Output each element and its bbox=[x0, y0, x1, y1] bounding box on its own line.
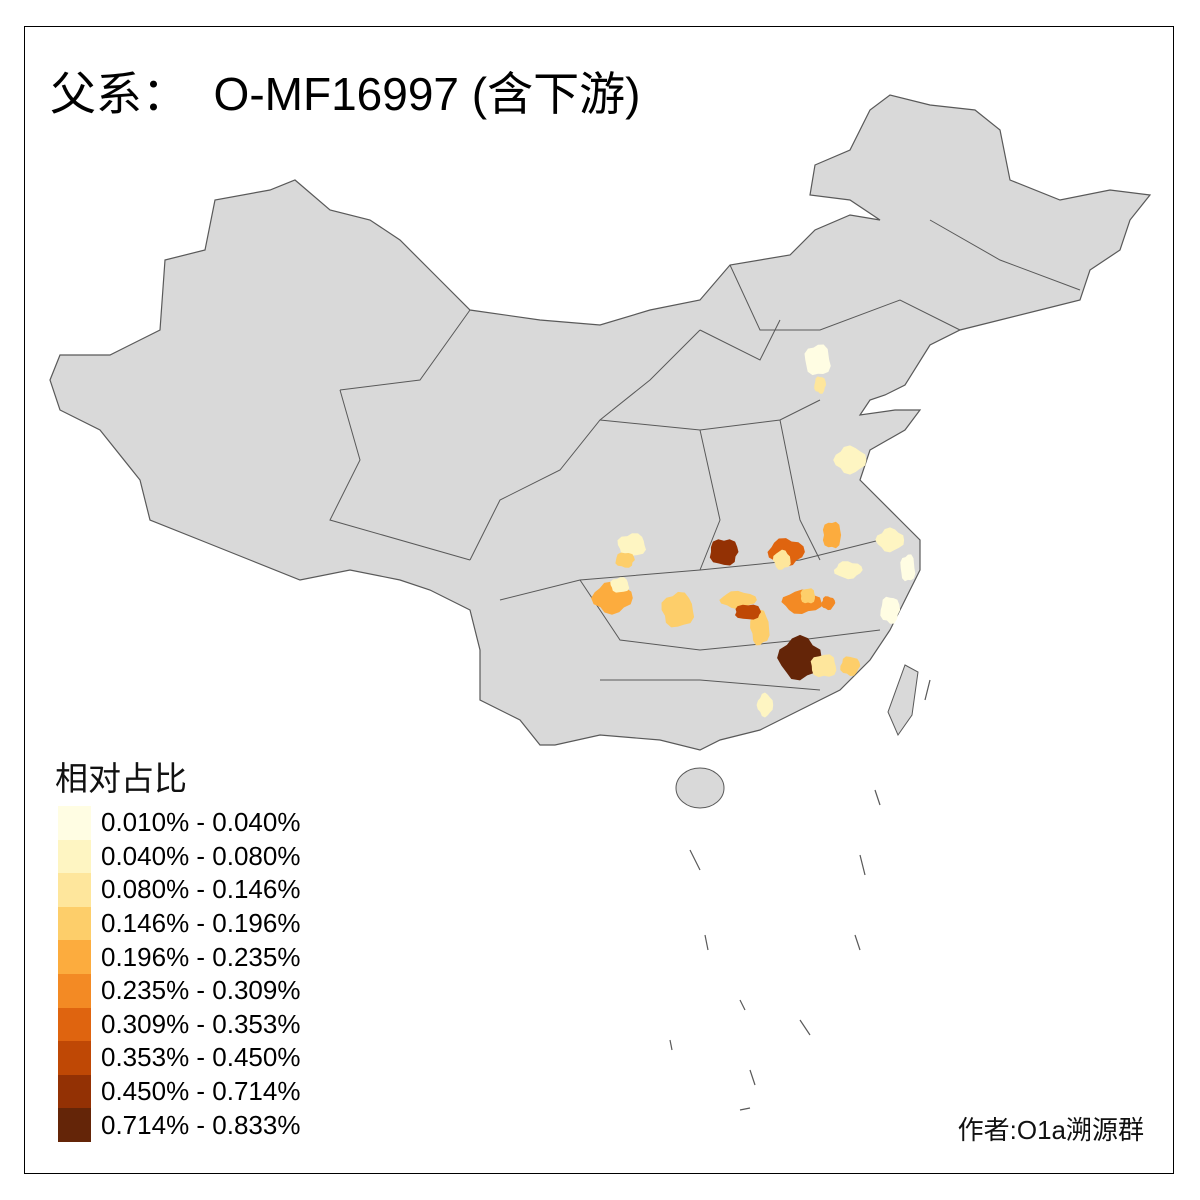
highlighted-region bbox=[709, 539, 739, 566]
legend: 0.010% - 0.040% 0.040% - 0.080% 0.080% - 0… bbox=[58, 806, 300, 1142]
island-mark bbox=[874, 789, 881, 806]
highlighted-region bbox=[822, 521, 842, 549]
province-border bbox=[729, 264, 961, 331]
legend-item: 0.353% - 0.450% bbox=[58, 1041, 300, 1075]
legend-swatch bbox=[58, 1074, 91, 1109]
highlighted-region bbox=[777, 634, 822, 681]
highlighted-region bbox=[719, 590, 757, 610]
legend-item: 0.040% - 0.080% bbox=[58, 839, 301, 874]
legend-label: 0.080% - 0.146% bbox=[101, 874, 301, 905]
legend-title: 相对占比 bbox=[55, 760, 187, 797]
legend-swatch bbox=[58, 1007, 91, 1042]
island-mark bbox=[749, 1069, 756, 1086]
island-mark bbox=[854, 934, 861, 951]
island-mark bbox=[689, 849, 701, 871]
highlighted-region bbox=[610, 577, 630, 593]
legend-label: 0.450% - 0.714% bbox=[101, 1076, 301, 1107]
province-border bbox=[600, 679, 821, 691]
legend-item: 0.010% - 0.040% bbox=[58, 806, 300, 840]
legend-label: 0.196% - 0.235% bbox=[101, 941, 301, 972]
highlighted-region bbox=[772, 549, 791, 570]
highlighted-region bbox=[840, 656, 861, 676]
province-border bbox=[469, 329, 701, 561]
province-border bbox=[579, 579, 881, 651]
legend-swatch bbox=[58, 873, 91, 907]
province-border bbox=[329, 389, 471, 561]
province-border bbox=[699, 429, 721, 571]
island-mark bbox=[739, 999, 746, 1011]
island-mark bbox=[704, 934, 709, 951]
legend-item: 0.309% - 0.353% bbox=[58, 1007, 301, 1042]
island-mark bbox=[799, 1019, 811, 1036]
legend-label: 0.714% - 0.833% bbox=[101, 1109, 301, 1140]
highlighted-region bbox=[800, 588, 815, 604]
author-credit: 作者:O1a溯源群 bbox=[957, 1115, 1144, 1145]
legend-swatch bbox=[58, 1041, 91, 1075]
highlighted-region bbox=[756, 692, 774, 718]
highlighted-region bbox=[617, 533, 646, 557]
legend-swatch bbox=[58, 806, 91, 840]
hainan-island bbox=[675, 767, 725, 809]
province-border bbox=[599, 399, 821, 431]
legend-label: 0.235% - 0.309% bbox=[101, 975, 301, 1006]
province-border bbox=[339, 309, 471, 391]
legend-label: 0.040% - 0.080% bbox=[101, 840, 301, 871]
legend-swatch bbox=[58, 839, 91, 874]
map-title: 父系： O-MF16997 (含下游) bbox=[50, 68, 641, 120]
island-mark bbox=[739, 1107, 751, 1111]
highlighted-region bbox=[833, 561, 863, 580]
legend-item: 0.196% - 0.235% bbox=[58, 940, 300, 974]
highlighted-region bbox=[821, 596, 836, 611]
legend-label: 0.353% - 0.450% bbox=[101, 1042, 301, 1073]
legend-swatch bbox=[58, 1108, 91, 1142]
highlighted-region bbox=[661, 591, 695, 628]
legend-label: 0.010% - 0.040% bbox=[101, 807, 301, 838]
legend-item: 0.714% - 0.833% bbox=[58, 1108, 300, 1142]
island-mark bbox=[859, 854, 866, 876]
legend-item: 0.080% - 0.146% bbox=[58, 873, 300, 907]
highlighted-region bbox=[875, 527, 905, 553]
highlighted-region bbox=[880, 596, 901, 624]
island-mark bbox=[669, 1039, 673, 1051]
legend-item: 0.146% - 0.196% bbox=[58, 906, 301, 941]
highlighted-region bbox=[810, 654, 837, 678]
taiwan-island bbox=[887, 664, 919, 737]
map-frame bbox=[24, 26, 1174, 1174]
island-mark bbox=[924, 679, 931, 701]
highlighted-region bbox=[735, 604, 762, 620]
china-mainland bbox=[49, 94, 1152, 751]
province-border bbox=[779, 419, 821, 561]
legend-swatch bbox=[58, 973, 91, 1008]
province-border bbox=[699, 319, 781, 361]
province-border bbox=[929, 219, 1081, 291]
highlighted-region bbox=[814, 376, 827, 394]
legend-item: 0.450% - 0.714% bbox=[58, 1074, 301, 1109]
legend-label: 0.146% - 0.196% bbox=[101, 908, 301, 939]
highlighted-region bbox=[900, 554, 916, 582]
legend-swatch bbox=[58, 906, 91, 941]
legend-label: 0.309% - 0.353% bbox=[101, 1008, 301, 1039]
legend-item: 0.235% - 0.309% bbox=[58, 973, 301, 1008]
highlighted-region bbox=[833, 445, 867, 475]
legend-swatch bbox=[58, 940, 91, 974]
highlighted-region bbox=[804, 344, 831, 376]
highlighted-region bbox=[615, 552, 635, 568]
